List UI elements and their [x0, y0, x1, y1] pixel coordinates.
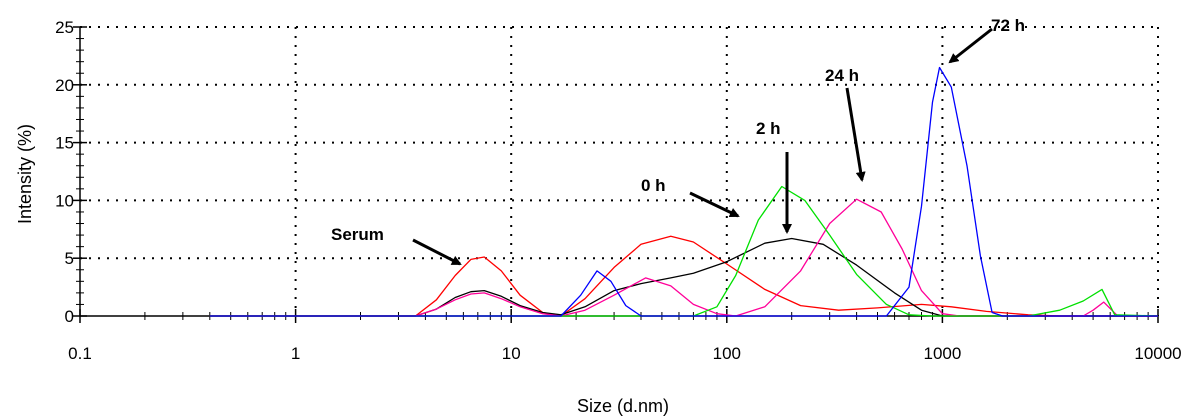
- annotation-serum-arrow: [412, 238, 462, 266]
- annotations: Serum 0 h 2 h 24 h 72 h: [331, 16, 1025, 266]
- tick-labels: 0.1 1 10 100 1000 10000 0 5 10 15 20 25: [55, 18, 1182, 363]
- x-tick-label: 10: [502, 344, 521, 363]
- annotation-0h-arrow: [689, 191, 740, 218]
- x-tick-label: 1000: [923, 344, 961, 363]
- series-line-1: [209, 235, 1158, 317]
- annotation-72h-label: 72 h: [991, 16, 1025, 35]
- y-tick-label: 0: [65, 307, 74, 326]
- grid-lines: [80, 26, 1159, 316]
- x-tick-label: 100: [713, 344, 741, 363]
- y-tick-label: 20: [55, 76, 74, 95]
- series-lines: [209, 66, 1159, 317]
- series-line-4: [209, 185, 1159, 317]
- annotation-24h-label: 24 h: [825, 66, 859, 85]
- y-tick-label: 5: [65, 249, 74, 268]
- annotation-2h-label: 2 h: [756, 119, 781, 138]
- annotation-0h-label: 0 h: [641, 176, 666, 195]
- axes: [73, 26, 1159, 323]
- y-tick-label: 10: [55, 191, 74, 210]
- series-line-2: [209, 237, 1158, 317]
- annotation-24h-arrow: [845, 87, 866, 182]
- annotation-72h-arrow: [948, 27, 993, 64]
- x-tick-label: 10000: [1134, 344, 1181, 363]
- y-axis-title: Intensity (%): [15, 124, 35, 224]
- x-tick-label: 0.1: [68, 344, 92, 363]
- x-tick-label: 1: [291, 344, 300, 363]
- annotation-serum-label: Serum: [331, 225, 384, 244]
- y-tick-label: 25: [55, 18, 74, 37]
- y-tick-label: 15: [55, 134, 74, 153]
- series-line-5: [209, 66, 1158, 317]
- x-axis-title: Size (d.nm): [577, 396, 669, 416]
